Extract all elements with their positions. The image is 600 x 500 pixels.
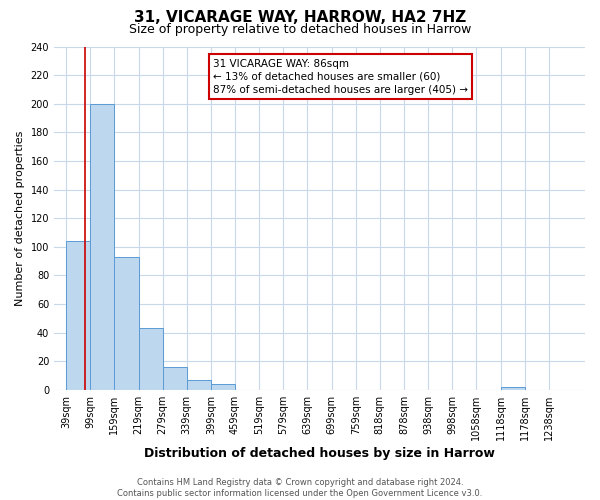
Text: 31 VICARAGE WAY: 86sqm
← 13% of detached houses are smaller (60)
87% of semi-det: 31 VICARAGE WAY: 86sqm ← 13% of detached… [214,58,469,95]
Y-axis label: Number of detached properties: Number of detached properties [15,130,25,306]
Text: Contains HM Land Registry data © Crown copyright and database right 2024.
Contai: Contains HM Land Registry data © Crown c… [118,478,482,498]
Bar [90,104,115,390]
Bar [211,384,235,390]
Bar [163,367,187,390]
Text: 31, VICARAGE WAY, HARROW, HA2 7HZ: 31, VICARAGE WAY, HARROW, HA2 7HZ [134,10,466,25]
Bar [115,257,139,390]
X-axis label: Distribution of detached houses by size in Harrow: Distribution of detached houses by size … [144,447,495,460]
Bar [66,241,90,390]
Text: Size of property relative to detached houses in Harrow: Size of property relative to detached ho… [129,22,471,36]
Bar [187,380,211,390]
Bar [139,328,163,390]
Bar [500,387,524,390]
